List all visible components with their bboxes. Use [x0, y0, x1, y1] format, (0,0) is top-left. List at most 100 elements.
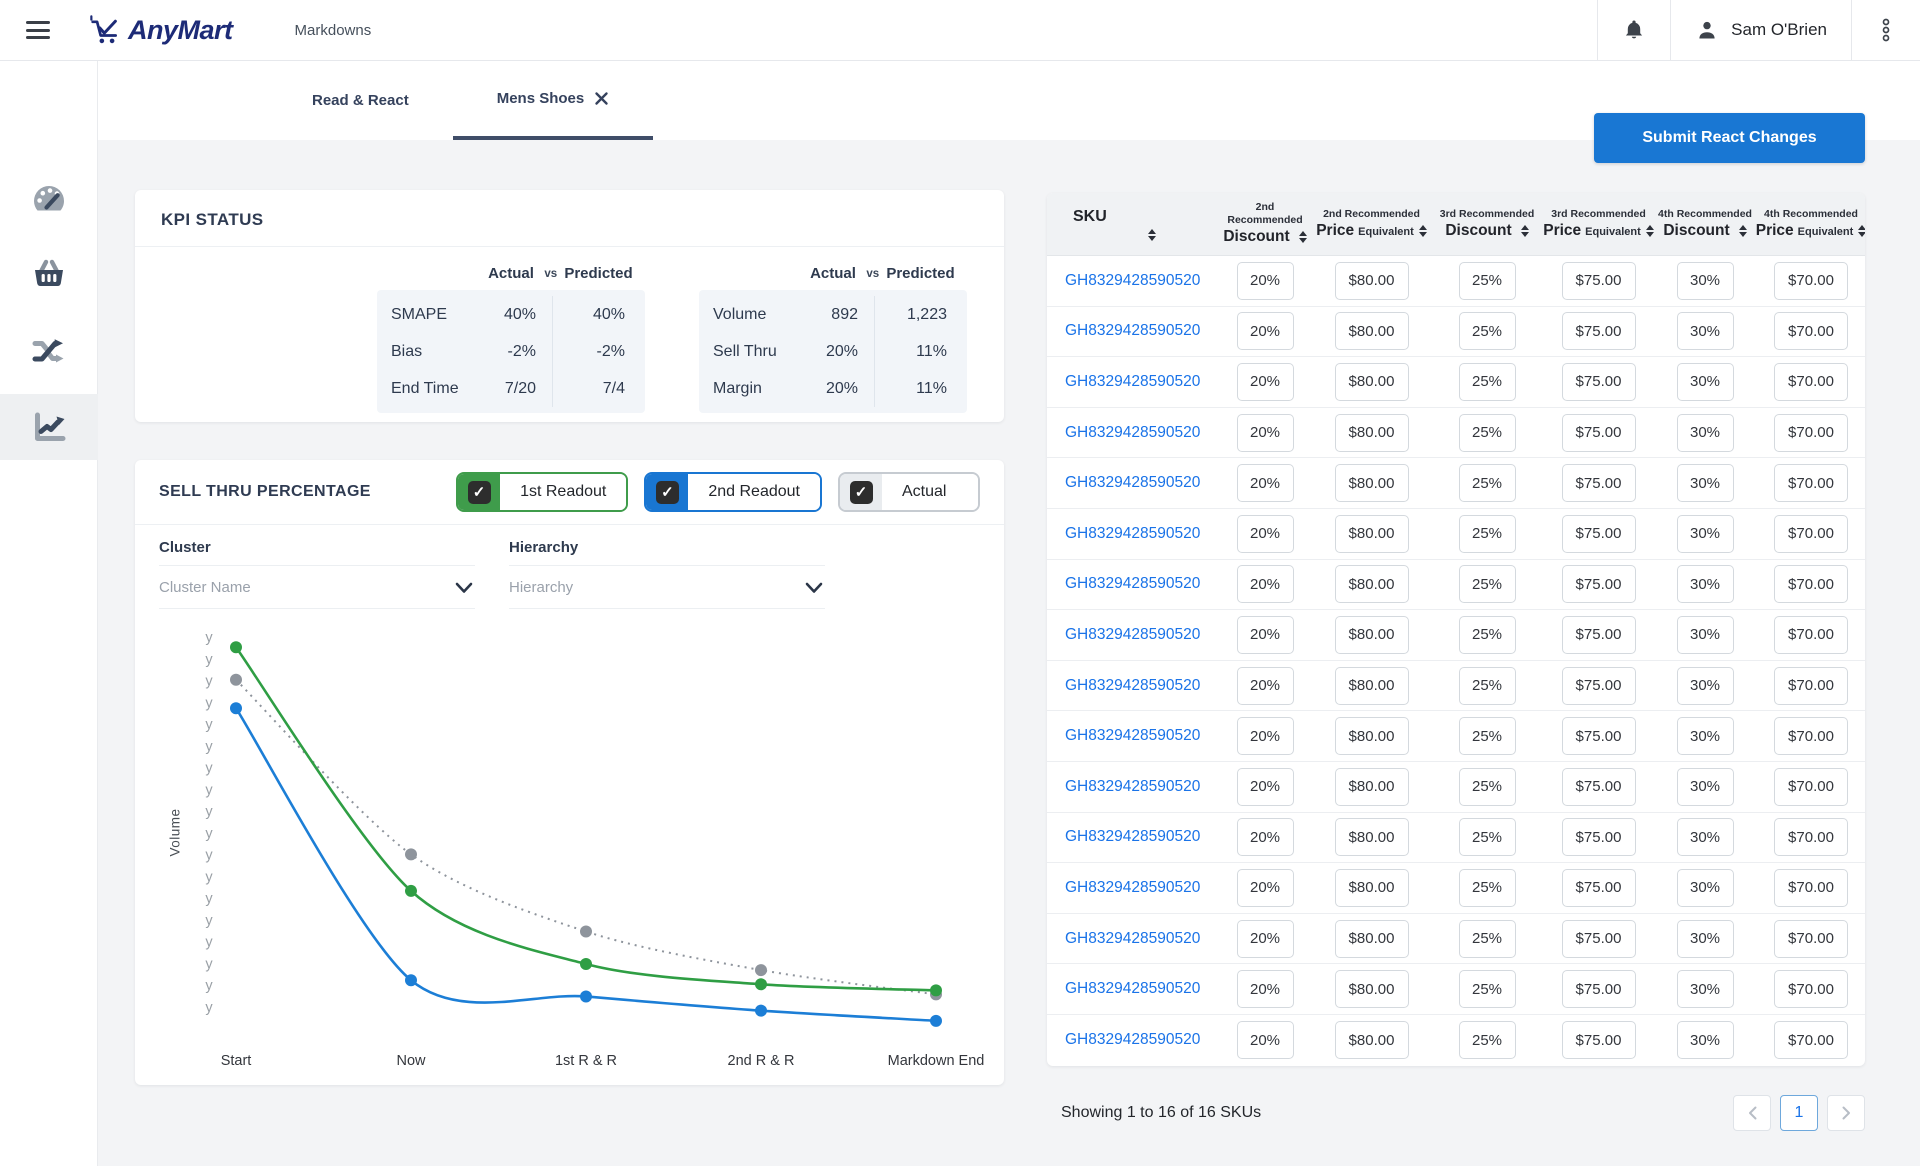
close-tab-icon[interactable]	[594, 91, 609, 106]
price-4th-input[interactable]	[1774, 717, 1848, 756]
price-4th-input[interactable]	[1774, 464, 1848, 503]
price-2nd-input[interactable]	[1334, 868, 1409, 907]
sku-link[interactable]: GH8329428590520	[1065, 980, 1201, 998]
price-2nd-input[interactable]	[1334, 514, 1409, 553]
price-2nd-input[interactable]	[1334, 666, 1409, 705]
discount-2nd-input[interactable]	[1236, 615, 1294, 654]
discount-3rd-input[interactable]	[1458, 717, 1516, 756]
column-header[interactable]: 2nd Recommended Price Equivalent	[1313, 208, 1430, 241]
prev-page-button[interactable]	[1733, 1095, 1771, 1131]
sku-link[interactable]: GH8329428590520	[1065, 423, 1201, 441]
sort-icon[interactable]	[1298, 231, 1307, 244]
price-3rd-input[interactable]	[1561, 1021, 1636, 1060]
price-3rd-input[interactable]	[1561, 868, 1636, 907]
price-4th-input[interactable]	[1774, 818, 1848, 857]
discount-3rd-input[interactable]	[1458, 362, 1516, 401]
price-4th-input[interactable]	[1774, 362, 1848, 401]
discount-4th-input[interactable]	[1676, 1021, 1734, 1060]
anymart-logo[interactable]: AnyMart	[88, 15, 233, 46]
price-3rd-input[interactable]	[1561, 464, 1636, 503]
notifications-button[interactable]	[1598, 0, 1670, 60]
price-4th-input[interactable]	[1774, 413, 1848, 452]
readout-toggle[interactable]: ✓ 1st Readout	[456, 472, 629, 512]
price-2nd-input[interactable]	[1334, 261, 1409, 300]
discount-2nd-input[interactable]	[1236, 970, 1294, 1009]
discount-4th-input[interactable]	[1676, 261, 1734, 300]
sku-link[interactable]: GH8329428590520	[1065, 929, 1201, 947]
discount-2nd-input[interactable]	[1236, 565, 1294, 604]
price-4th-input[interactable]	[1774, 312, 1848, 351]
filter-select[interactable]: Hierarchy	[509, 566, 825, 609]
price-2nd-input[interactable]	[1334, 717, 1409, 756]
sku-link[interactable]: GH8329428590520	[1065, 727, 1201, 745]
discount-2nd-input[interactable]	[1236, 362, 1294, 401]
discount-4th-input[interactable]	[1676, 464, 1734, 503]
discount-3rd-input[interactable]	[1458, 312, 1516, 351]
price-3rd-input[interactable]	[1561, 362, 1636, 401]
readout-toggle[interactable]: ✓ Actual	[838, 472, 980, 512]
tab-read-and-react[interactable]: Read & React	[268, 61, 453, 140]
sku-column-header[interactable]: SKU	[1047, 207, 1217, 241]
discount-4th-input[interactable]	[1676, 615, 1734, 654]
sort-icon[interactable]	[1148, 229, 1156, 241]
discount-3rd-input[interactable]	[1458, 868, 1516, 907]
checkbox[interactable]: ✓	[840, 474, 882, 510]
price-3rd-input[interactable]	[1561, 514, 1636, 553]
discount-3rd-input[interactable]	[1458, 565, 1516, 604]
sidebar-item-basket[interactable]	[0, 242, 98, 308]
sort-icon[interactable]	[1738, 224, 1747, 237]
filter-select[interactable]: Cluster Name	[159, 566, 475, 609]
discount-4th-input[interactable]	[1676, 767, 1734, 806]
submit-react-changes-button[interactable]: Submit React Changes	[1594, 113, 1865, 163]
price-2nd-input[interactable]	[1334, 413, 1409, 452]
sku-link[interactable]: GH8329428590520	[1065, 828, 1201, 846]
sort-icon[interactable]	[1645, 224, 1654, 237]
discount-3rd-input[interactable]	[1458, 666, 1516, 705]
price-2nd-input[interactable]	[1334, 1021, 1409, 1060]
column-header[interactable]: 3rd Recommended Price Equivalent	[1543, 208, 1654, 241]
sort-icon[interactable]	[1858, 224, 1865, 237]
discount-2nd-input[interactable]	[1236, 868, 1294, 907]
price-4th-input[interactable]	[1774, 261, 1848, 300]
checkbox[interactable]: ✓	[646, 474, 689, 510]
discount-4th-input[interactable]	[1676, 514, 1734, 553]
price-4th-input[interactable]	[1774, 767, 1848, 806]
price-4th-input[interactable]	[1774, 919, 1848, 958]
sidebar-item-dashboard[interactable]	[0, 166, 98, 232]
discount-2nd-input[interactable]	[1236, 464, 1294, 503]
discount-4th-input[interactable]	[1676, 565, 1734, 604]
sku-link[interactable]: GH8329428590520	[1065, 524, 1201, 542]
price-4th-input[interactable]	[1774, 615, 1848, 654]
sku-link[interactable]: GH8329428590520	[1065, 575, 1201, 593]
discount-3rd-input[interactable]	[1458, 514, 1516, 553]
price-2nd-input[interactable]	[1334, 464, 1409, 503]
discount-2nd-input[interactable]	[1236, 312, 1294, 351]
discount-4th-input[interactable]	[1676, 413, 1734, 452]
price-3rd-input[interactable]	[1561, 919, 1636, 958]
discount-4th-input[interactable]	[1676, 970, 1734, 1009]
sort-icon[interactable]	[1418, 224, 1427, 237]
readout-toggle[interactable]: ✓ 2nd Readout	[644, 472, 822, 512]
discount-2nd-input[interactable]	[1236, 919, 1294, 958]
discount-2nd-input[interactable]	[1236, 261, 1294, 300]
price-2nd-input[interactable]	[1334, 767, 1409, 806]
checkbox[interactable]: ✓	[458, 474, 501, 510]
column-header[interactable]: 3rd Recommended Discount	[1430, 208, 1544, 241]
discount-2nd-input[interactable]	[1236, 1021, 1294, 1060]
discount-3rd-input[interactable]	[1458, 615, 1516, 654]
discount-2nd-input[interactable]	[1236, 666, 1294, 705]
discount-3rd-input[interactable]	[1458, 970, 1516, 1009]
sku-link[interactable]: GH8329428590520	[1065, 474, 1201, 492]
discount-4th-input[interactable]	[1676, 919, 1734, 958]
discount-4th-input[interactable]	[1676, 666, 1734, 705]
column-header[interactable]: 4th Recommended Price Equivalent	[1756, 208, 1865, 241]
discount-4th-input[interactable]	[1676, 868, 1734, 907]
discount-3rd-input[interactable]	[1458, 767, 1516, 806]
price-3rd-input[interactable]	[1561, 818, 1636, 857]
user-menu[interactable]: Sam O'Brien	[1671, 0, 1851, 60]
tab-mens-shoes[interactable]: Mens Shoes	[452, 61, 654, 140]
price-4th-input[interactable]	[1774, 970, 1848, 1009]
discount-4th-input[interactable]	[1676, 312, 1734, 351]
price-3rd-input[interactable]	[1561, 767, 1636, 806]
price-2nd-input[interactable]	[1334, 565, 1409, 604]
